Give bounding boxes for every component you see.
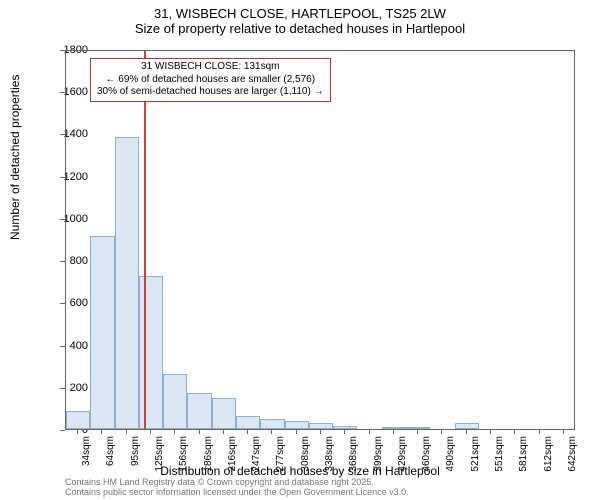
histogram-bar (236, 416, 260, 429)
histogram-bar (260, 419, 284, 430)
histogram-bar (333, 426, 357, 429)
x-tick-label: 460sqm (421, 436, 432, 486)
plot-area (65, 50, 575, 430)
y-axis-label: Number of detached properties (8, 75, 22, 240)
histogram-bar (139, 276, 163, 429)
x-tick-label: 642sqm (567, 436, 578, 486)
histogram-bar (163, 374, 187, 429)
x-tick-mark (539, 429, 540, 434)
histogram-bar (187, 393, 211, 429)
x-tick-label: 612sqm (543, 436, 554, 486)
x-tick-mark (466, 429, 467, 434)
x-tick-mark (417, 429, 418, 434)
marker-info-box: 31 WISBECH CLOSE: 131sqm ← 69% of detach… (90, 58, 331, 102)
x-tick-mark (150, 429, 151, 434)
histogram-bar (285, 421, 309, 429)
info-line-2: ← 69% of detached houses are smaller (2,… (97, 74, 324, 87)
x-tick-mark (563, 429, 564, 434)
info-line-1: 31 WISBECH CLOSE: 131sqm (97, 61, 324, 74)
x-tick-mark (174, 429, 175, 434)
histogram-bar (406, 427, 430, 429)
x-tick-mark (393, 429, 394, 434)
footer: Contains HM Land Registry data © Crown c… (65, 478, 409, 498)
info-line-3: 30% of semi-detached houses are larger (… (97, 86, 324, 99)
x-tick-mark (296, 429, 297, 434)
x-tick-label: 551sqm (494, 436, 505, 486)
x-tick-mark (369, 429, 370, 434)
histogram-bar (455, 423, 479, 429)
histogram-bar (66, 411, 90, 429)
histogram-bar (212, 398, 236, 430)
histogram-bar (90, 236, 114, 429)
title-block: 31, WISBECH CLOSE, HARTLEPOOL, TS25 2LW … (0, 0, 600, 36)
x-axis-label: Distribution of detached houses by size … (0, 464, 600, 478)
marker-line (144, 51, 146, 429)
x-tick-label: 521sqm (470, 436, 481, 486)
title-sub: Size of property relative to detached ho… (0, 21, 600, 36)
x-tick-mark (199, 429, 200, 434)
chart-container: 31, WISBECH CLOSE, HARTLEPOOL, TS25 2LW … (0, 0, 600, 500)
x-tick-mark (223, 429, 224, 434)
x-tick-mark (344, 429, 345, 434)
x-tick-mark (126, 429, 127, 434)
footer-line-2: Contains public sector information licen… (65, 488, 409, 498)
x-tick-mark (77, 429, 78, 434)
histogram-bar (382, 427, 406, 429)
y-tick-mark (60, 430, 65, 431)
x-tick-mark (320, 429, 321, 434)
x-tick-mark (514, 429, 515, 434)
x-tick-label: 490sqm (445, 436, 456, 486)
x-tick-label: 581sqm (518, 436, 529, 486)
x-tick-mark (101, 429, 102, 434)
x-tick-mark (441, 429, 442, 434)
histogram-bar (115, 137, 139, 429)
x-tick-mark (247, 429, 248, 434)
x-tick-mark (271, 429, 272, 434)
title-main: 31, WISBECH CLOSE, HARTLEPOOL, TS25 2LW (0, 6, 600, 21)
x-tick-mark (490, 429, 491, 434)
